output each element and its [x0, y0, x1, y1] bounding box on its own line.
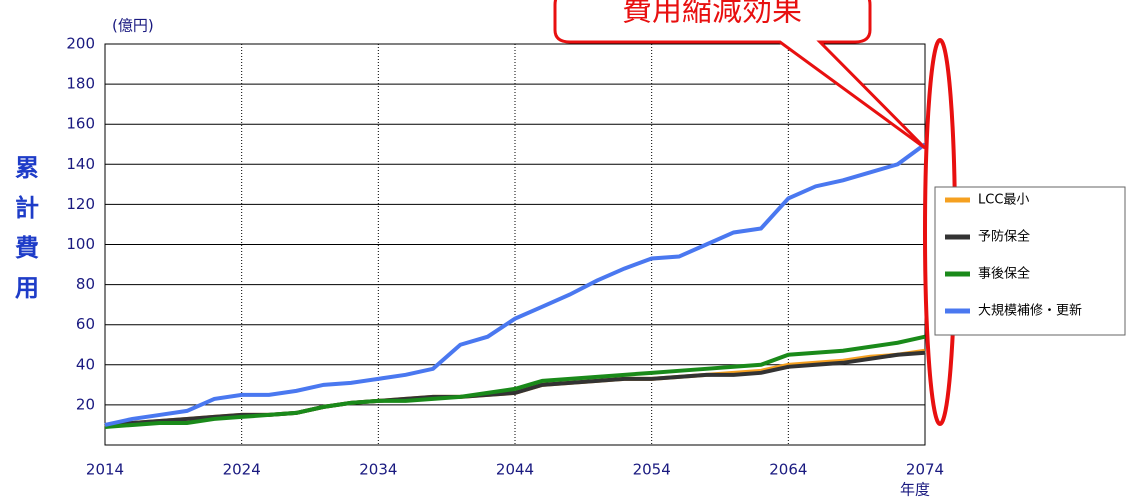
x-tick-label: 2064 — [769, 461, 807, 479]
x-tick-label: 2074 — [906, 461, 944, 479]
y-tick-label: 60 — [76, 315, 95, 333]
legend-label: 予防保全 — [978, 229, 1030, 245]
y-tick-label: 40 — [76, 355, 95, 373]
callout — [553, 0, 927, 150]
legend-label: LCC最小 — [978, 193, 1029, 208]
y-unit: (億円) — [112, 17, 154, 35]
x-axis-label: 年度 — [900, 481, 930, 499]
x-tick-label: 2024 — [223, 461, 261, 479]
y-tick-label: 140 — [66, 155, 95, 173]
y-tick-label: 100 — [66, 235, 95, 253]
legend-label: 事後保全 — [978, 266, 1030, 282]
y-tick-label: 160 — [66, 115, 95, 133]
y-tick-label: 120 — [66, 195, 95, 213]
callout-text: 費用縮減効果 — [622, 0, 802, 29]
y-axis-label: 累計費用 — [15, 154, 39, 302]
plot — [104, 43, 927, 445]
y-tick-label: 80 — [76, 275, 95, 293]
x-tick-label: 2014 — [86, 461, 124, 479]
y-tick-label: 20 — [76, 395, 95, 413]
legend-label: 大規模補修・更新 — [978, 303, 1082, 319]
series-line — [104, 334, 926, 429]
series-line — [104, 142, 927, 427]
x-tick-label: 2034 — [359, 461, 397, 479]
x-tick-label: 2044 — [496, 461, 534, 479]
y-tick-label: 180 — [66, 75, 95, 93]
y-tick-label: 200 — [66, 35, 95, 53]
x-tick-label: 2054 — [633, 461, 671, 479]
